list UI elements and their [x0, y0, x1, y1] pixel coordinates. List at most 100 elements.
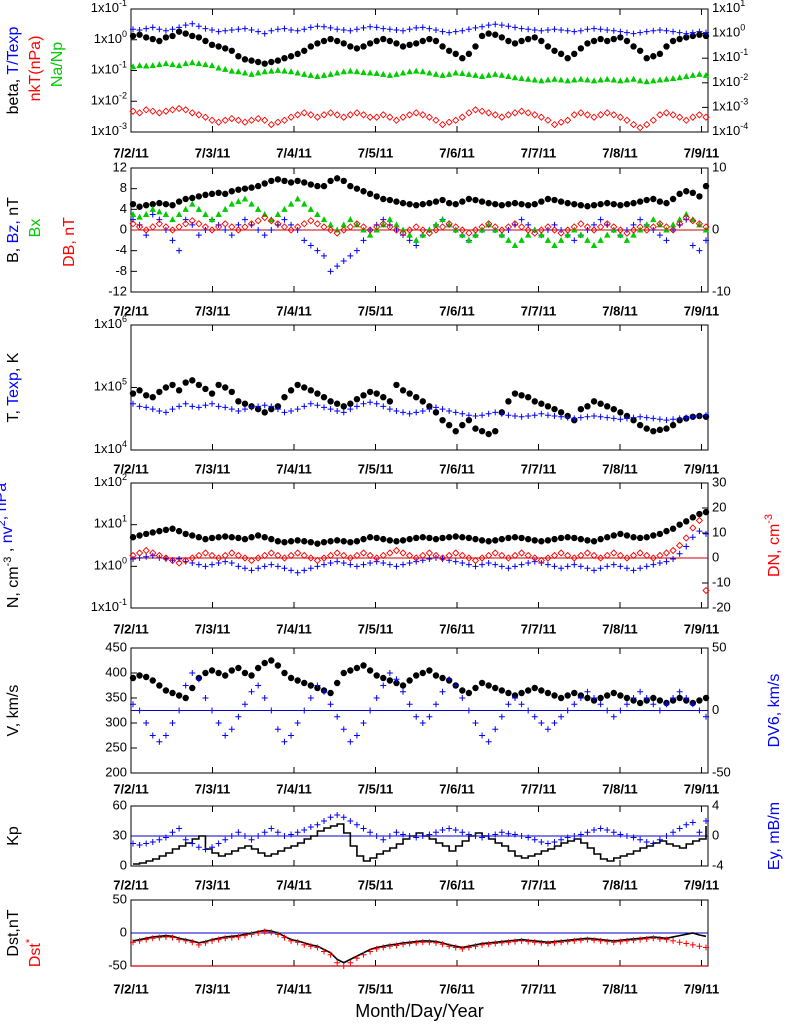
data-point	[399, 549, 407, 557]
data-point	[255, 930, 262, 936]
data-point	[202, 695, 209, 701]
data-point	[222, 190, 229, 198]
data-point	[334, 26, 341, 33]
data-point	[327, 177, 334, 185]
data-point	[188, 217, 196, 225]
data-point	[162, 107, 170, 115]
data-point	[347, 27, 354, 34]
data-point	[301, 538, 308, 545]
data-point	[505, 37, 512, 45]
data-point	[195, 60, 203, 67]
data-point	[656, 232, 663, 239]
data-point	[413, 236, 420, 243]
data-point	[669, 226, 677, 234]
data-point	[261, 68, 268, 75]
right-tick-label: -4	[712, 857, 724, 872]
data-point	[452, 116, 460, 124]
data-point	[472, 425, 479, 432]
data-point	[294, 381, 301, 389]
data-point	[670, 937, 677, 944]
data-point	[617, 28, 624, 35]
data-point	[255, 565, 262, 572]
x-tick-label: 7/7/11	[521, 877, 556, 892]
data-point	[471, 556, 480, 565]
x-axis-title: Month/Day/Year	[355, 1001, 483, 1021]
data-point	[334, 713, 341, 720]
data-point	[623, 200, 631, 208]
data-point	[557, 549, 565, 557]
data-point	[485, 22, 492, 29]
data-point	[656, 707, 663, 714]
data-point	[544, 403, 552, 410]
data-point	[432, 37, 440, 45]
data-point	[400, 27, 407, 34]
data-point	[590, 77, 598, 84]
data-point	[162, 34, 170, 41]
data-point	[617, 563, 624, 570]
data-point	[399, 387, 407, 394]
data-point	[281, 738, 288, 745]
data-point	[136, 31, 143, 38]
data-point	[176, 707, 183, 714]
data-point	[188, 109, 196, 117]
data-point	[347, 738, 354, 745]
x-tick-label: 7/9/11	[684, 621, 719, 636]
data-point	[643, 839, 650, 845]
data-point	[623, 229, 631, 237]
left-tick-label: 0	[120, 221, 127, 236]
data-point	[413, 834, 420, 841]
data-point	[544, 43, 552, 50]
data-point	[320, 538, 328, 546]
data-point	[531, 713, 538, 720]
data-point	[228, 27, 235, 34]
data-point	[413, 409, 420, 416]
data-point	[281, 409, 288, 416]
data-point	[452, 200, 459, 208]
data-point	[439, 71, 446, 78]
data-point	[537, 113, 545, 121]
data-point	[149, 549, 157, 557]
data-point	[538, 839, 545, 845]
data-point	[228, 232, 235, 239]
x-tick-label: 7/5/11	[358, 303, 393, 318]
data-point	[156, 26, 163, 33]
data-point	[386, 37, 394, 45]
data-point	[689, 941, 696, 948]
data-point	[333, 111, 341, 119]
data-point	[465, 50, 473, 58]
data-point	[432, 27, 439, 34]
x-tick-label: 7/3/11	[195, 145, 230, 160]
data-point	[314, 23, 321, 30]
data-point	[392, 546, 401, 555]
data-point	[307, 387, 315, 394]
data-point	[235, 933, 242, 940]
data-point	[209, 937, 216, 944]
data-point	[670, 829, 677, 836]
data-point	[445, 220, 453, 228]
data-point	[209, 561, 216, 568]
x-tick-label: 7/5/11	[358, 461, 393, 476]
left-tick-label: 250	[105, 739, 127, 754]
data-point	[353, 247, 360, 254]
data-point	[307, 538, 315, 546]
data-point	[591, 412, 598, 419]
data-point	[439, 406, 446, 413]
data-point	[248, 184, 255, 191]
left-tick-label: 200	[105, 764, 127, 779]
data-point	[512, 695, 518, 701]
data-point	[571, 200, 578, 208]
data-point	[597, 216, 604, 223]
data-point	[347, 400, 354, 407]
y-axis-label: N, cm-3 , nv2, nPa	[0, 483, 22, 608]
data-point	[301, 679, 308, 687]
data-point	[314, 211, 321, 217]
data-point	[288, 831, 295, 838]
data-point	[531, 111, 539, 119]
data-point	[650, 216, 657, 223]
data-point	[498, 713, 505, 720]
data-point	[340, 814, 347, 821]
data-point	[314, 247, 321, 254]
data-point	[439, 674, 446, 682]
data-point	[419, 200, 426, 208]
data-point	[320, 223, 328, 231]
